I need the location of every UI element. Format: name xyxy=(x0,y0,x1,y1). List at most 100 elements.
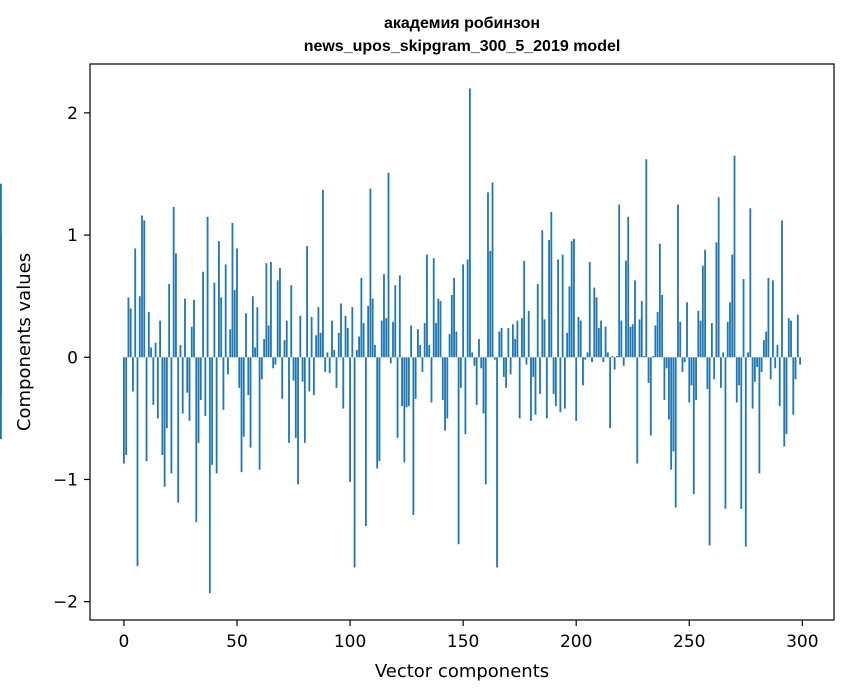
bar-214 xyxy=(606,352,609,358)
bar-271 xyxy=(735,357,738,403)
x-tick-label-150: 150 xyxy=(447,632,479,652)
bar-37 xyxy=(206,216,209,358)
bar-222 xyxy=(625,260,627,358)
bar-78 xyxy=(299,315,302,358)
bar-14 xyxy=(154,342,157,358)
bar-undefined xyxy=(0,357,2,394)
bar-61 xyxy=(260,357,263,380)
bar-204 xyxy=(584,357,587,360)
bar-99 xyxy=(346,327,349,358)
bar-197 xyxy=(568,286,571,358)
bar-196 xyxy=(566,332,569,358)
bar-151 xyxy=(464,357,467,435)
bar-93 xyxy=(333,349,336,358)
bar-292 xyxy=(783,357,786,447)
bar-242 xyxy=(670,357,673,470)
bar-96 xyxy=(340,303,342,358)
bar-192 xyxy=(557,259,560,358)
bar-103 xyxy=(355,349,358,358)
bar-119 xyxy=(392,321,394,358)
bar-41 xyxy=(215,357,218,474)
bar-10 xyxy=(145,357,148,462)
bar-52 xyxy=(240,357,243,473)
bar-179 xyxy=(527,310,530,358)
bar-148 xyxy=(457,357,460,545)
bar-54 xyxy=(245,313,247,358)
bar-183 xyxy=(536,283,539,358)
bar-110 xyxy=(371,298,374,358)
bar-33 xyxy=(197,357,200,443)
bar-152 xyxy=(466,259,469,358)
bar-82 xyxy=(308,357,311,392)
bar-166 xyxy=(498,331,501,358)
bar-67 xyxy=(274,357,277,365)
bar-56 xyxy=(249,357,252,448)
bar-170 xyxy=(507,327,510,358)
bar-3 xyxy=(129,308,132,358)
bar-207 xyxy=(591,357,593,363)
bar-31 xyxy=(193,299,195,358)
x-tick-label-250: 250 xyxy=(673,632,705,652)
bar-series xyxy=(0,88,801,594)
bar-268 xyxy=(729,302,731,358)
bar-149 xyxy=(459,357,462,388)
bar-173 xyxy=(514,338,517,358)
bar-116 xyxy=(385,318,388,358)
bar-255 xyxy=(699,320,702,358)
bar-5 xyxy=(134,248,137,358)
bar-221 xyxy=(622,357,625,366)
bar-139 xyxy=(437,298,440,358)
bar-113 xyxy=(378,357,381,462)
bar-263 xyxy=(717,197,720,358)
bar-1 xyxy=(125,357,128,456)
bar-210 xyxy=(597,327,600,358)
bar-154 xyxy=(471,352,474,358)
bar-231 xyxy=(645,159,648,358)
bar-135 xyxy=(428,345,431,358)
bar-236 xyxy=(656,312,659,358)
bar-225 xyxy=(631,324,634,358)
bar-250 xyxy=(688,357,691,403)
bar-131 xyxy=(419,345,422,358)
bar-208 xyxy=(593,287,596,358)
bar-105 xyxy=(360,277,363,358)
bar-259 xyxy=(708,357,711,546)
y-axis-ticks: −2 −1 0 1 2 xyxy=(53,104,90,613)
x-tick-label-0: 0 xyxy=(119,632,130,652)
bar-141 xyxy=(441,357,444,401)
bar-272 xyxy=(738,357,740,386)
bar-174 xyxy=(516,320,519,358)
bar-40 xyxy=(213,282,216,358)
y-tick-label-1: 1 xyxy=(67,226,78,246)
bar-42 xyxy=(218,241,220,358)
bar-51 xyxy=(238,357,241,388)
bar-286 xyxy=(769,357,772,380)
bar-195 xyxy=(563,357,566,409)
bar-216 xyxy=(611,356,614,358)
bar-90 xyxy=(326,352,329,358)
bar-46 xyxy=(227,357,229,375)
bar-158 xyxy=(480,357,483,369)
bar-185 xyxy=(541,230,544,358)
bar-77 xyxy=(297,357,299,485)
bar-21 xyxy=(170,357,173,474)
bar-176 xyxy=(521,318,523,358)
bar-15 xyxy=(156,357,159,419)
bar-11 xyxy=(147,312,150,358)
bar-69 xyxy=(279,268,281,358)
bar-124 xyxy=(403,357,406,463)
bar-280 xyxy=(756,357,759,368)
bar-180 xyxy=(530,357,532,421)
bar-193 xyxy=(559,357,562,413)
bar-160 xyxy=(484,357,487,485)
bar-186 xyxy=(543,319,546,358)
y-tick-label--1: −1 xyxy=(53,470,78,490)
bar-9 xyxy=(143,220,146,358)
bar-153 xyxy=(469,88,471,358)
bar-269 xyxy=(731,254,734,358)
bar-227 xyxy=(636,357,639,464)
bar-128 xyxy=(412,357,415,515)
bar-265 xyxy=(722,352,725,358)
bar-26 xyxy=(181,357,184,414)
bar-287 xyxy=(772,280,774,358)
